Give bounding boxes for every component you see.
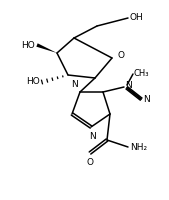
Text: O: O	[87, 158, 93, 167]
Text: HO: HO	[26, 77, 40, 86]
Polygon shape	[36, 43, 57, 53]
Text: N: N	[125, 82, 132, 90]
Text: N: N	[143, 96, 150, 104]
Text: NH₂: NH₂	[130, 142, 147, 152]
Text: HO: HO	[21, 40, 35, 49]
Text: N: N	[71, 80, 78, 89]
Text: CH₃: CH₃	[134, 70, 150, 78]
Text: OH: OH	[130, 14, 144, 22]
Text: O: O	[117, 51, 124, 60]
Text: N: N	[89, 132, 95, 141]
